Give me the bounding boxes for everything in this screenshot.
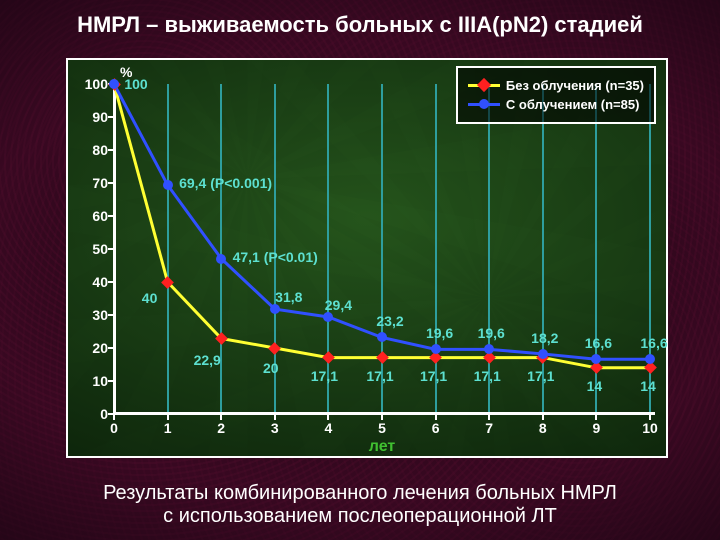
data-label: 14 [587,378,603,394]
series-marker-with_rad [645,354,655,364]
caption-line-2: с использованием послеоперационной ЛТ [0,505,720,528]
data-label: 69,4 (P<0.001) [179,175,272,191]
x-tick-label: 2 [217,420,225,436]
slide-title: НМРЛ – выживаемость больных с IIIA(pN2) … [0,12,720,38]
data-label: 14 [640,378,656,394]
caption-line-1: Результаты комбинированного лечения боль… [0,482,720,505]
y-tick-label: 100 [85,76,108,92]
data-label: 17,1 [474,368,501,384]
plot-area: 0123456789100102030405060708090100%лет10… [114,84,650,414]
data-label: 17,1 [420,368,447,384]
survival-chart: 0123456789100102030405060708090100%лет10… [66,58,668,458]
y-tick-label: 60 [92,208,108,224]
series-marker-with_rad [270,304,280,314]
data-label: 29,4 [325,297,352,313]
x-axis-label: лет [369,438,395,456]
data-label: 20 [263,360,279,376]
y-tick-label: 30 [92,307,108,323]
series-marker-with_rad [538,349,548,359]
data-label: 17,1 [311,368,338,384]
x-tick-label: 4 [324,420,332,436]
x-tick-label: 8 [539,420,547,436]
legend-item: С облучением (n=85) [468,97,644,112]
data-label: 19,6 [426,325,453,341]
x-tick-label: 9 [592,420,600,436]
series-marker-with_rad [109,79,119,89]
legend-marker [479,99,489,109]
data-label: 100 [124,76,147,92]
y-tick-label: 50 [92,241,108,257]
x-tick-label: 5 [378,420,386,436]
data-label: 31,8 [275,289,302,305]
data-label: 23,2 [376,313,403,329]
y-tick-label: 40 [92,274,108,290]
legend: Без облучения (n=35) С облучением (n=85) [456,66,656,124]
x-tick-label: 1 [164,420,172,436]
x-tick-label: 10 [642,420,658,436]
legend-label: Без облучения (n=35) [506,78,644,93]
x-tick-label: 0 [110,420,118,436]
series-marker-with_rad [431,344,441,354]
y-tick-label: 80 [92,142,108,158]
slide: { "title":"НМРЛ – выживаемость больных с… [0,0,720,540]
y-tick-label: 10 [92,373,108,389]
x-tick-label: 6 [432,420,440,436]
data-label: 19,6 [478,325,505,341]
legend-swatch [468,103,500,106]
data-label: 17,1 [527,368,554,384]
data-label: 40 [142,290,158,306]
legend-swatch [468,84,500,87]
y-tick-label: 90 [92,109,108,125]
legend-item: Без облучения (n=35) [468,78,644,93]
data-label: 16,6 [585,335,612,351]
slide-caption: Результаты комбинированного лечения боль… [0,482,720,528]
x-tick-label: 3 [271,420,279,436]
y-tick-label: 70 [92,175,108,191]
y-tick-label: 20 [92,340,108,356]
data-label: 18,2 [531,330,558,346]
x-tick-label: 7 [485,420,493,436]
series-marker-with_rad [163,180,173,190]
series-marker-with_rad [216,254,226,264]
data-label: 17,1 [366,368,393,384]
legend-marker [477,78,491,92]
y-tick-label: 0 [100,406,108,422]
data-label: 16,6 [640,335,667,351]
data-label: 47,1 (P<0.01) [233,249,318,265]
data-label: 22,9 [194,352,221,368]
legend-label: С облучением (n=85) [506,97,640,112]
